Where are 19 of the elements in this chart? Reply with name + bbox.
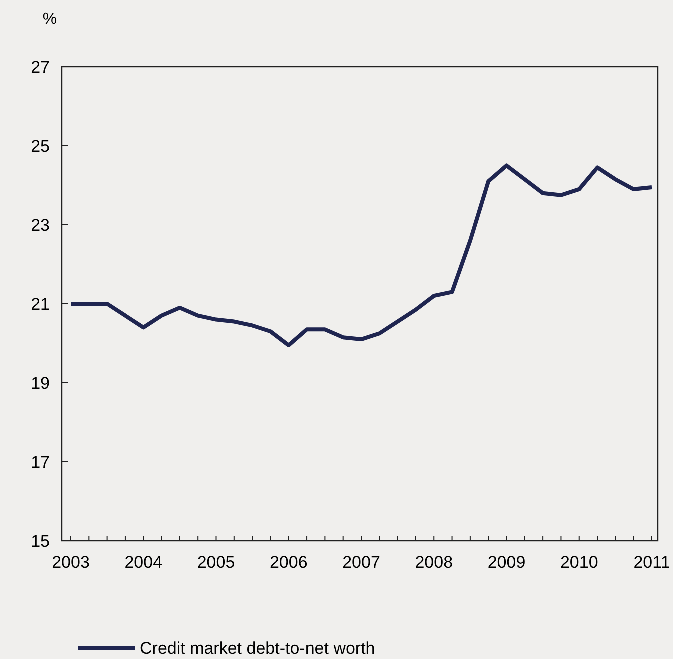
x-tick-label: 2010 [560,553,598,572]
y-tick-label: 19 [31,374,50,393]
line-series [69,164,654,348]
y-tick-label: 15 [31,532,50,551]
x-tick-label: 2006 [270,553,308,572]
x-tick-label: 2007 [342,553,380,572]
x-tick-label: 2004 [124,553,163,572]
x-tick-label: 2011 [634,553,670,572]
x-tick-label: 2008 [415,553,454,572]
y-tick-label: 23 [31,216,50,235]
legend-label: Credit market debt-to-net worth [140,639,376,658]
x-tick-label: 2005 [197,553,236,572]
x-tick-label: 2003 [52,553,90,572]
y-axis-title: % [42,11,58,28]
y-tick-label: 27 [31,58,50,77]
y-tick-label: 25 [31,137,50,156]
y-tick-label: 17 [31,453,50,472]
y-tick-label: 21 [31,295,50,314]
x-tick-label: 2009 [488,553,526,572]
